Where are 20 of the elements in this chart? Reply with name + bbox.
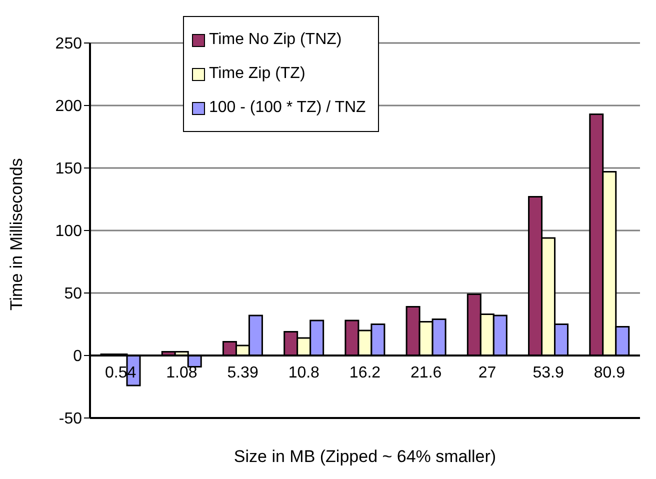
legend-label: Time No Zip (TNZ): [209, 31, 342, 49]
y-tick-label: -50: [58, 410, 82, 428]
legend-label: 100 - (100 * TZ) / TNZ: [209, 99, 366, 117]
x-tick-label: 16.2: [349, 364, 381, 382]
y-tick-label: 250: [55, 36, 82, 53]
x-tick-label: 21.6: [410, 364, 442, 382]
y-tick-label: 150: [55, 160, 82, 178]
x-axis-title: Size in MB (Zipped ~ 64% smaller): [234, 447, 496, 466]
legend-label: Time Zip (TZ): [209, 65, 306, 83]
x-tick-label: 27: [478, 364, 496, 382]
y-tick-label: 100: [55, 223, 82, 240]
x-tick-label: 1.08: [166, 364, 198, 382]
y-tick-label: 200: [55, 98, 82, 116]
y-tick-label: 50: [64, 286, 82, 303]
x-tick-label: 80.9: [594, 364, 626, 382]
x-tick-label: 53.9: [532, 364, 564, 382]
y-axis-title: Time in Milliseconds: [7, 158, 26, 310]
y-tick-label: 0: [73, 348, 82, 366]
x-tick-label: 10.8: [288, 364, 320, 382]
x-tick-label: 5.39: [227, 364, 258, 382]
